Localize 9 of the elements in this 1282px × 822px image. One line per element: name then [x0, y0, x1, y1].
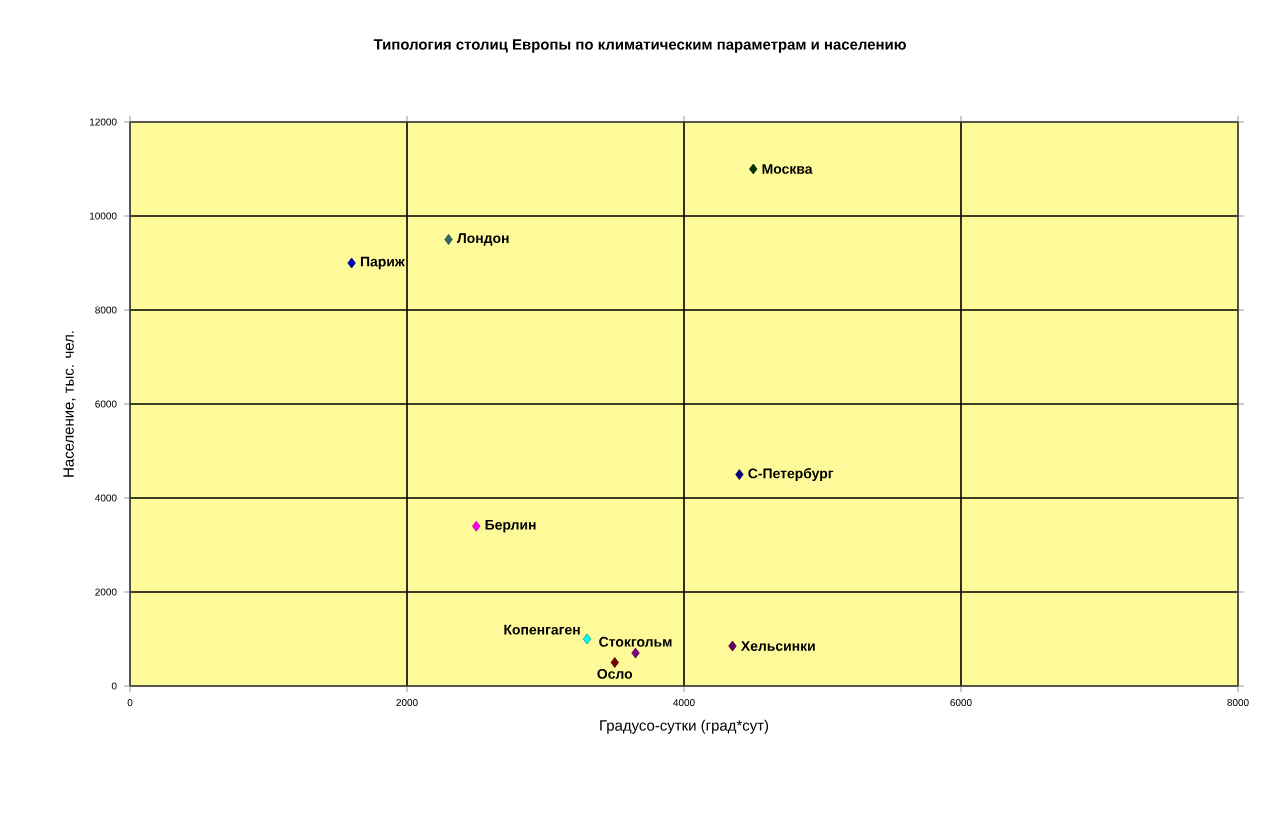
point — [582, 633, 592, 645]
point — [749, 163, 758, 175]
point — [728, 640, 737, 652]
point — [444, 234, 453, 245]
point — [472, 520, 481, 532]
point — [610, 657, 619, 668]
point — [347, 257, 356, 269]
point — [735, 469, 744, 480]
point — [631, 647, 640, 659]
